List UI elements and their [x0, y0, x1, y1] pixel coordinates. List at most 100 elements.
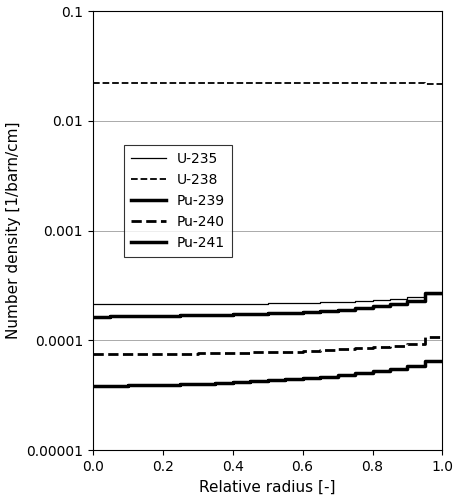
Pu-240	[422, 340, 428, 346]
Pu-241	[265, 378, 270, 384]
Pu-240	[230, 350, 235, 356]
Pu-239	[440, 290, 445, 296]
Pu-241	[440, 358, 445, 364]
U-238	[107, 80, 113, 86]
U-235	[300, 300, 305, 306]
U-238	[387, 80, 393, 86]
U-238	[143, 80, 148, 86]
Pu-239	[90, 314, 95, 320]
X-axis label: Relative radius [-]: Relative radius [-]	[199, 480, 336, 494]
Pu-241	[422, 362, 428, 368]
U-235	[370, 298, 375, 304]
Pu-239	[230, 312, 235, 318]
Pu-239	[143, 313, 148, 319]
Line: Pu-240: Pu-240	[93, 337, 442, 354]
Pu-241	[90, 383, 95, 389]
Pu-241	[282, 378, 288, 384]
U-235	[317, 300, 323, 306]
Line: Pu-239: Pu-239	[93, 293, 442, 316]
U-235	[422, 294, 428, 300]
U-238	[125, 80, 130, 86]
U-238	[370, 80, 375, 86]
Pu-240	[90, 352, 95, 358]
U-235	[160, 302, 166, 308]
U-235	[353, 298, 358, 304]
Pu-241	[178, 382, 183, 388]
U-238	[300, 80, 305, 86]
U-238	[90, 80, 95, 86]
Pu-241	[160, 382, 166, 388]
Pu-241	[143, 382, 148, 388]
U-235	[178, 302, 183, 308]
U-235	[90, 302, 95, 308]
Pu-241	[195, 381, 201, 387]
Pu-240	[387, 344, 393, 350]
Pu-239	[160, 313, 166, 319]
U-235	[230, 301, 235, 307]
Pu-240	[405, 342, 410, 348]
Pu-240	[265, 350, 270, 356]
Pu-240	[178, 351, 183, 357]
Pu-239	[300, 310, 305, 316]
Pu-241	[247, 379, 253, 385]
Pu-240	[300, 348, 305, 354]
U-235	[282, 300, 288, 306]
U-235	[440, 292, 445, 298]
Pu-240	[370, 345, 375, 351]
U-235	[387, 298, 393, 304]
U-238	[265, 80, 270, 86]
Pu-240	[125, 352, 130, 358]
U-235	[335, 300, 340, 306]
Pu-240	[195, 350, 201, 356]
U-238	[247, 80, 253, 86]
U-238	[422, 80, 428, 86]
Pu-239	[370, 306, 375, 312]
Pu-240	[107, 352, 113, 358]
Line: U-235: U-235	[93, 294, 442, 304]
Pu-239	[353, 307, 358, 313]
Pu-241	[370, 370, 375, 376]
U-235	[265, 300, 270, 306]
Pu-240	[335, 347, 340, 353]
U-238	[195, 80, 201, 86]
Legend: U-235, U-238, Pu-239, Pu-240, Pu-241: U-235, U-238, Pu-239, Pu-240, Pu-241	[124, 146, 232, 257]
U-238	[353, 80, 358, 86]
U-235	[143, 302, 148, 308]
U-235	[247, 301, 253, 307]
Pu-239	[405, 301, 410, 307]
Pu-239	[178, 312, 183, 318]
Pu-240	[160, 351, 166, 357]
U-235	[195, 302, 201, 308]
Pu-239	[422, 298, 428, 304]
Pu-239	[317, 309, 323, 315]
U-238	[335, 80, 340, 86]
Pu-240	[247, 350, 253, 356]
Pu-241	[230, 380, 235, 386]
Pu-241	[107, 383, 113, 389]
Pu-241	[405, 366, 410, 372]
Pu-239	[213, 312, 218, 318]
U-235	[213, 302, 218, 308]
U-238	[230, 80, 235, 86]
Pu-241	[335, 374, 340, 380]
U-238	[440, 81, 445, 87]
Line: Pu-241: Pu-241	[93, 361, 442, 386]
U-238	[178, 80, 183, 86]
Pu-240	[440, 334, 445, 340]
Pu-241	[317, 375, 323, 381]
Pu-239	[282, 310, 288, 316]
U-238	[317, 80, 323, 86]
U-235	[125, 302, 130, 308]
Pu-241	[387, 368, 393, 374]
Pu-239	[125, 313, 130, 319]
U-238	[405, 80, 410, 86]
Pu-240	[317, 348, 323, 354]
Pu-239	[387, 304, 393, 310]
Pu-241	[125, 382, 130, 388]
Y-axis label: Number density [1/barn/cm]: Number density [1/barn/cm]	[6, 122, 21, 340]
U-235	[107, 302, 113, 308]
Pu-239	[335, 308, 340, 314]
Pu-240	[353, 346, 358, 352]
Pu-240	[143, 351, 148, 357]
Line: U-238: U-238	[93, 83, 442, 84]
